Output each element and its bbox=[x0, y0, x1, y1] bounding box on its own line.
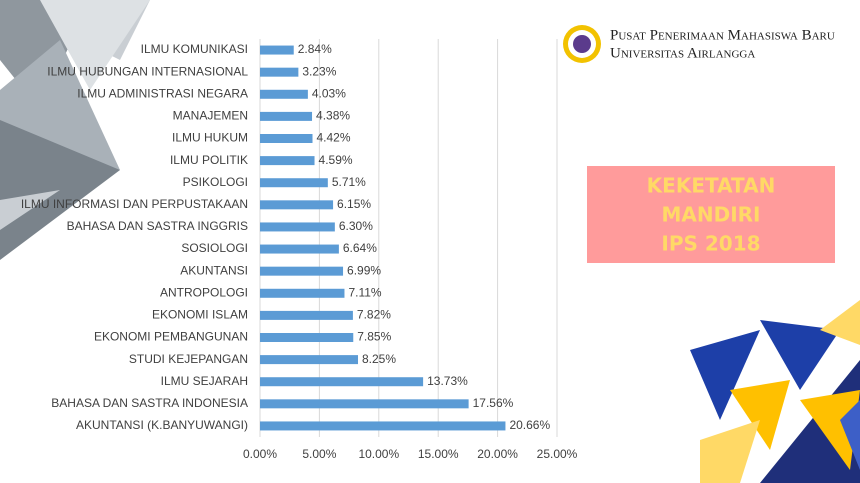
y-tick-label: ILMU KOMUNIKASI bbox=[141, 42, 248, 56]
bar bbox=[260, 288, 345, 298]
x-tick-label: 25.00% bbox=[537, 447, 578, 461]
bar bbox=[260, 156, 315, 166]
y-tick-label: BAHASA DAN SASTRA INDONESIA bbox=[51, 396, 248, 410]
bar bbox=[260, 244, 339, 254]
x-tick-label: 10.00% bbox=[358, 447, 399, 461]
bar bbox=[260, 421, 506, 431]
bar bbox=[260, 310, 353, 320]
y-tick-label: PSIKOLOGI bbox=[183, 175, 248, 189]
value-label: 7.11% bbox=[348, 285, 381, 299]
bar bbox=[260, 222, 335, 232]
bar bbox=[260, 178, 328, 188]
bar bbox=[260, 134, 313, 143]
x-tick-label: 20.00% bbox=[477, 447, 518, 461]
bar bbox=[260, 111, 313, 121]
y-tick-label: AKUNTANSI bbox=[180, 263, 248, 277]
y-tick-label: ILMU HUKUM bbox=[172, 131, 248, 145]
y-tick-label: SOSIOLOGI bbox=[181, 241, 248, 255]
y-tick-label: BAHASA DAN SASTRA INGGRIS bbox=[67, 219, 248, 233]
value-label: 4.38% bbox=[316, 109, 350, 123]
value-label: 4.59% bbox=[319, 153, 353, 167]
y-tick-label: EKONOMI ISLAM bbox=[152, 308, 248, 322]
bar bbox=[260, 45, 294, 55]
badge-box bbox=[587, 166, 835, 263]
value-label: 20.66% bbox=[509, 418, 550, 432]
value-label: 13.73% bbox=[427, 374, 468, 388]
header-line: Pusat Penerimaan Mahasiswa Baru bbox=[610, 27, 835, 43]
value-label: 5.71% bbox=[332, 175, 366, 189]
value-label: 3.23% bbox=[302, 64, 336, 78]
y-tick-label: ILMU POLITIK bbox=[170, 153, 248, 167]
header-line: Universitas Airlangga bbox=[610, 45, 755, 61]
y-tick-label: ILMU ADMINISTRASI NEGARA bbox=[77, 86, 248, 100]
y-tick-label: AKUNTANSI (K.BANYUWANGI) bbox=[76, 418, 248, 432]
value-label: 8.25% bbox=[362, 352, 396, 366]
y-tick-label: ILMU HUBUNGAN INTERNASIONAL bbox=[47, 64, 248, 78]
bar bbox=[260, 67, 299, 77]
y-tick-label: MANAJEMEN bbox=[173, 109, 248, 123]
badge-text: KEKETATAN bbox=[647, 174, 776, 198]
value-label: 4.03% bbox=[312, 86, 346, 100]
value-label: 7.85% bbox=[357, 330, 391, 344]
bar bbox=[260, 377, 424, 387]
y-tick-label: EKONOMI PEMBANGUNAN bbox=[94, 330, 248, 344]
value-label: 6.30% bbox=[339, 219, 373, 233]
value-label: 2.84% bbox=[298, 42, 332, 56]
badge-text: MANDIRI bbox=[661, 203, 760, 227]
x-tick-label: 0.00% bbox=[243, 447, 277, 461]
badge-text: IPS 2018 bbox=[661, 232, 760, 256]
y-tick-label: ILMU SEJARAH bbox=[161, 374, 248, 388]
value-label: 17.56% bbox=[473, 396, 514, 410]
y-tick-label: ANTROPOLOGI bbox=[160, 285, 248, 299]
value-label: 4.42% bbox=[317, 131, 351, 145]
value-label: 6.15% bbox=[337, 197, 371, 211]
x-tick-label: 5.00% bbox=[302, 447, 336, 461]
x-tick-label: 15.00% bbox=[418, 447, 459, 461]
bar bbox=[260, 333, 354, 342]
value-label: 6.64% bbox=[343, 241, 377, 255]
logo bbox=[563, 25, 601, 63]
bar bbox=[260, 399, 469, 409]
y-tick-label: ILMU INFORMASI DAN PERPUSTAKAAN bbox=[21, 197, 248, 211]
y-tick-label: STUDI KEJEPANGAN bbox=[129, 352, 248, 366]
bar bbox=[260, 200, 334, 210]
value-label: 7.82% bbox=[357, 308, 391, 322]
value-label: 6.99% bbox=[347, 263, 381, 277]
bar bbox=[260, 266, 344, 276]
bar bbox=[260, 89, 308, 99]
bar bbox=[260, 355, 359, 365]
